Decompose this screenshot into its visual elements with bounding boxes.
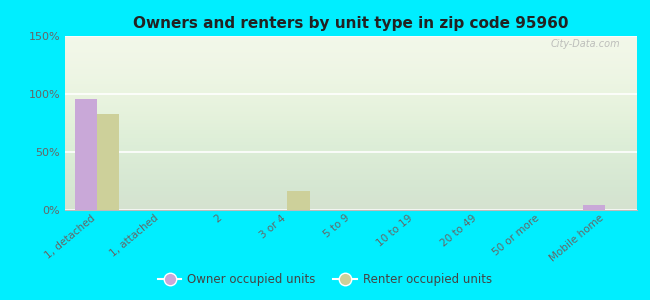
Text: City-Data.com: City-Data.com [550,40,620,50]
Bar [75,99,97,210]
Bar [287,191,309,210]
Bar [97,114,119,210]
Title: Owners and renters by unit type in zip code 95960: Owners and renters by unit type in zip c… [133,16,569,31]
Bar [583,206,605,210]
Legend: Owner occupied units, Renter occupied units: Owner occupied units, Renter occupied un… [153,269,497,291]
